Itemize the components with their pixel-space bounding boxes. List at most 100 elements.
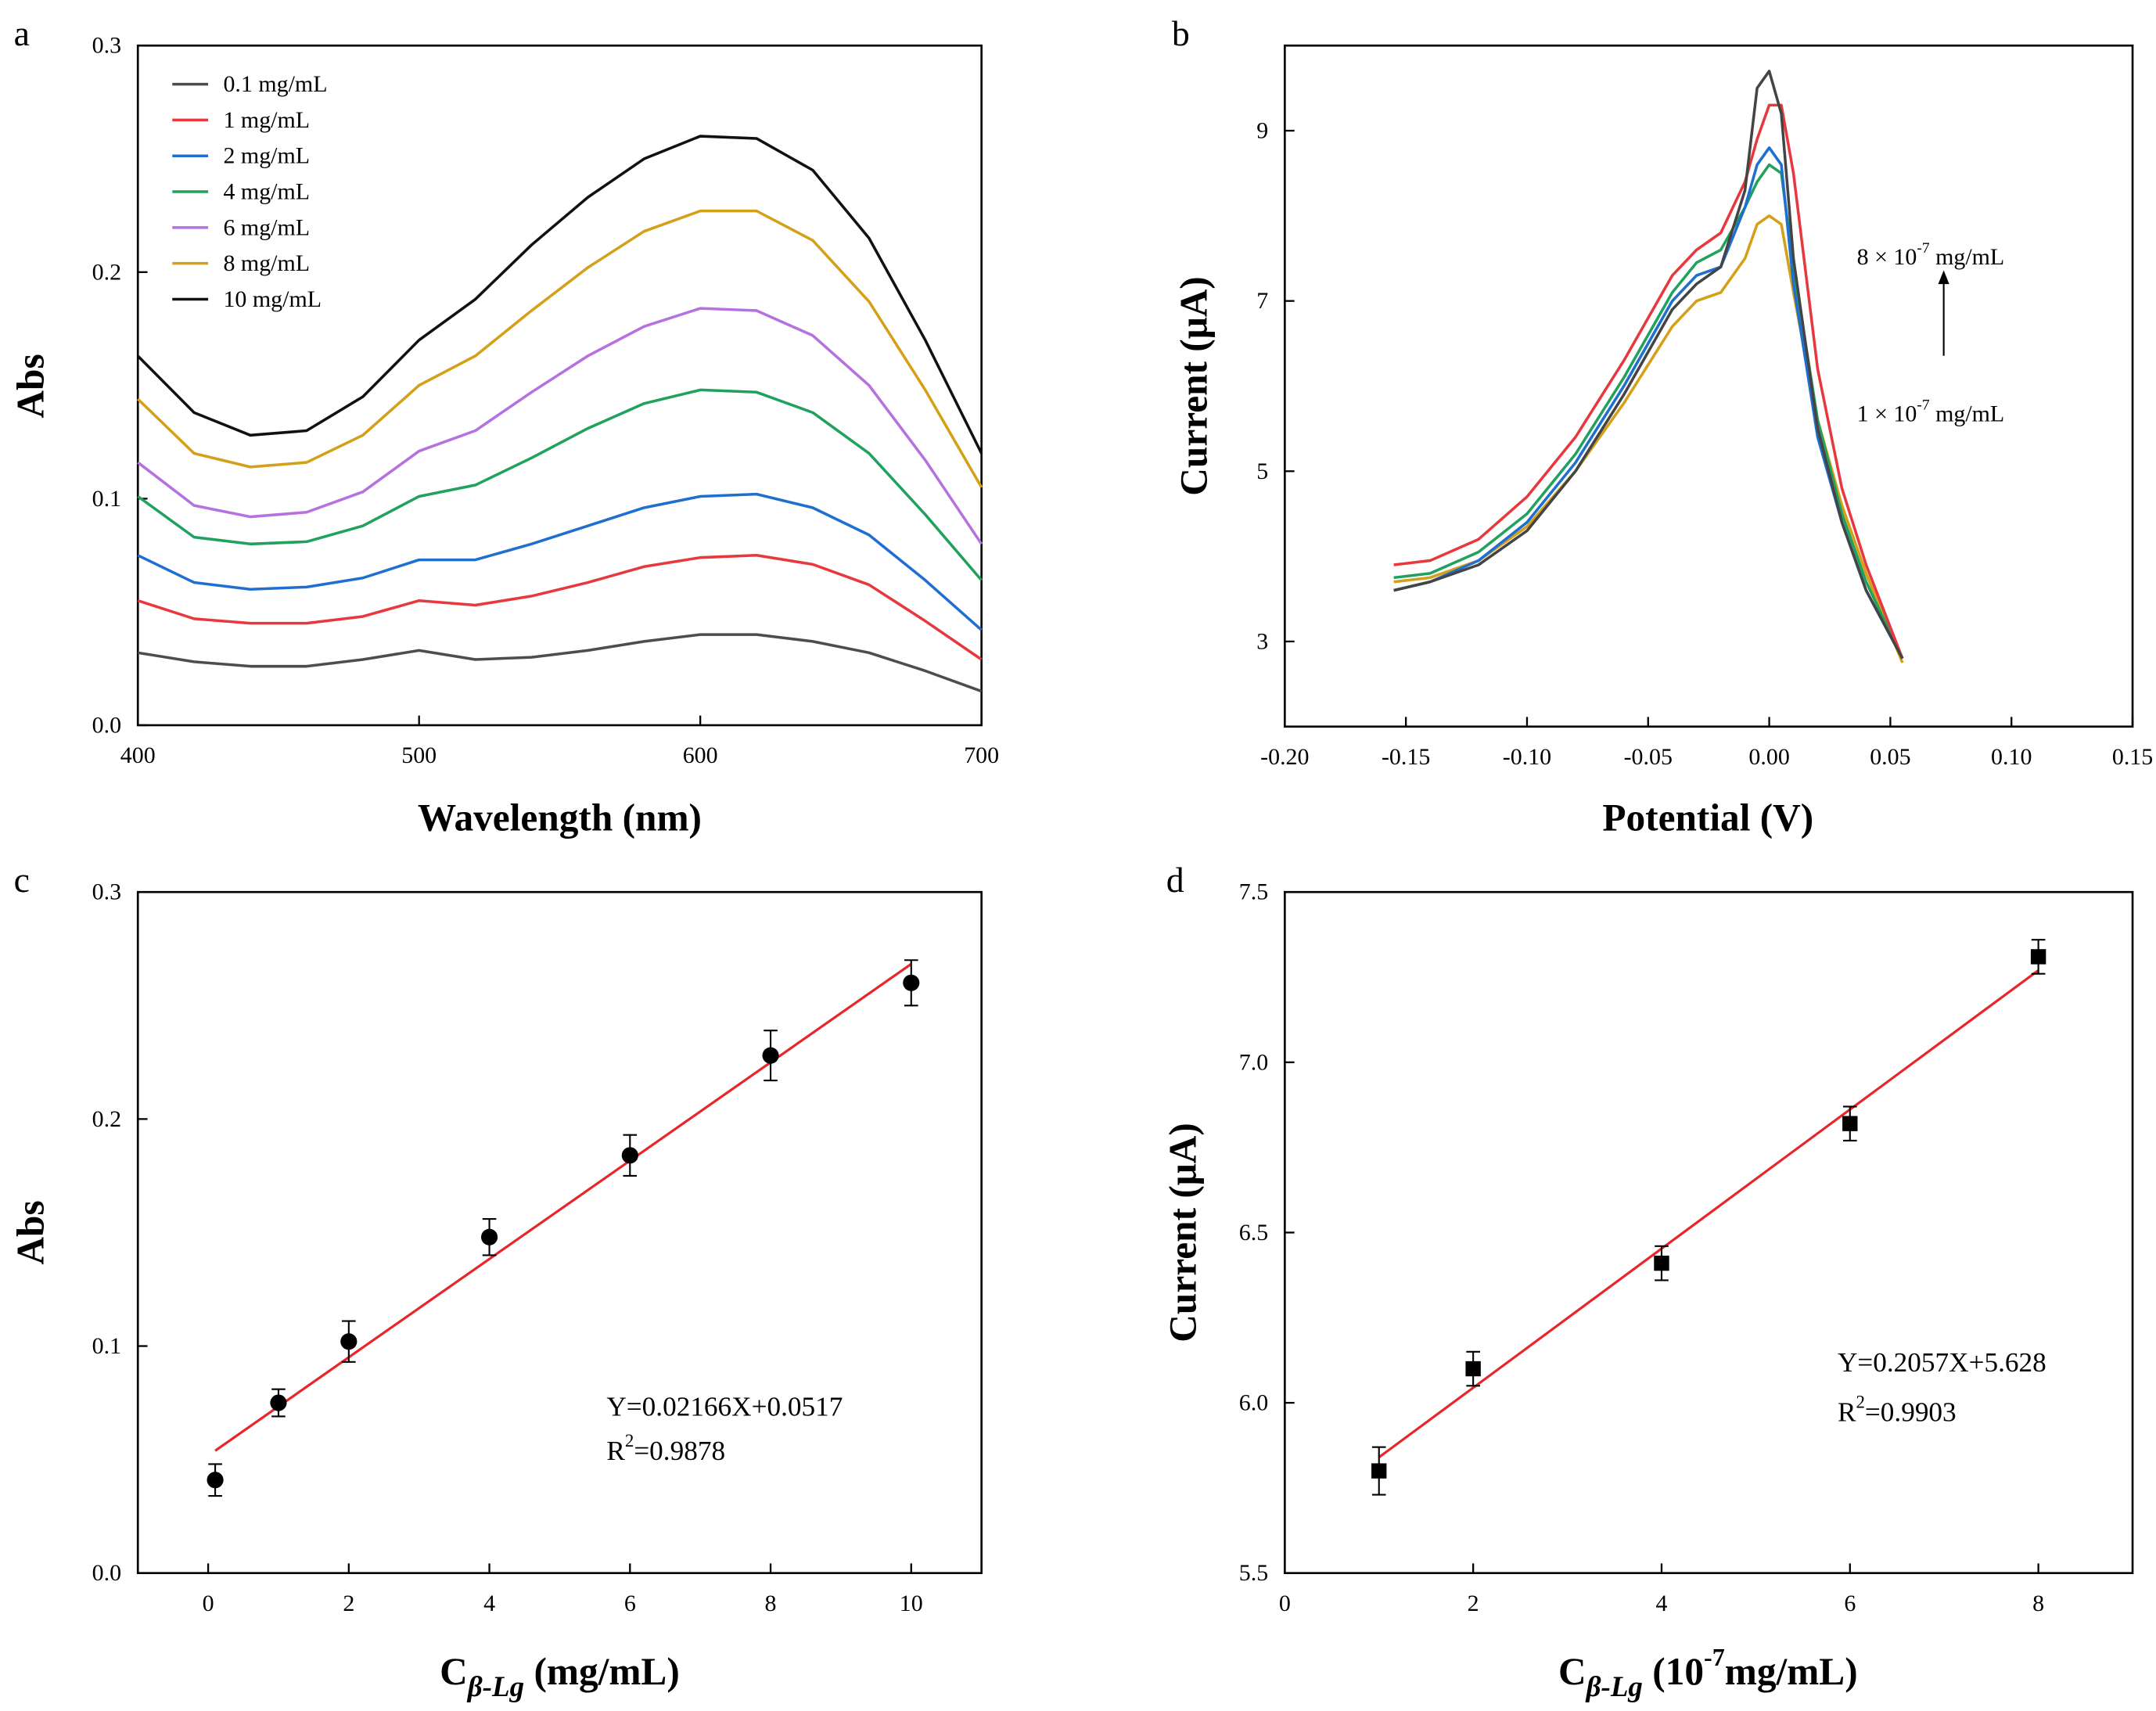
text-part: Y=0.2057X+5.628 xyxy=(1838,1347,2046,1378)
y-tick-label: 0.0 xyxy=(92,1560,121,1586)
panel: c 0 2 4 6 8 10 0.0 0.1 0.2 0.3 Abs Cβ-Lg (mg/mL) Y=0.… xyxy=(9,860,983,1703)
x-tick-label: 10 xyxy=(900,1591,923,1616)
y-tick-label: 5 xyxy=(1256,458,1268,484)
point xyxy=(1371,1463,1387,1479)
point xyxy=(903,974,920,991)
annotation: 8 × 10-7 mg/mL xyxy=(1857,240,2005,270)
x-tick-label: 600 xyxy=(683,742,718,768)
text-part: (10 xyxy=(1643,1649,1704,1692)
point xyxy=(207,1472,224,1489)
y-axis-label: Abs xyxy=(9,354,52,418)
y-tick-label: 0.0 xyxy=(92,712,121,738)
x-tick-label: 700 xyxy=(964,742,999,768)
annotation: Y=0.02166X+0.0517 xyxy=(606,1391,843,1422)
y-axis-label: Abs xyxy=(9,1200,52,1264)
x-tick-label: 6 xyxy=(1844,1591,1856,1616)
point xyxy=(270,1394,287,1411)
y-tick-label: 0.1 xyxy=(92,1333,121,1359)
text-part: =0.9903 xyxy=(1865,1396,1957,1427)
legend-label: 6 mg/mL xyxy=(223,214,310,240)
annotation: Y=0.2057X+5.628 xyxy=(1838,1347,2046,1378)
text-part: mg/mL xyxy=(1930,401,2005,426)
text-part: Y=0.02166X+0.0517 xyxy=(606,1391,843,1422)
text-part: C xyxy=(1558,1649,1586,1692)
y-tick-label: 0.3 xyxy=(92,879,121,905)
text-part: (mg/mL) xyxy=(524,1649,680,1692)
x-tick-label: 2 xyxy=(1468,1591,1479,1616)
x-tick-label: -0.20 xyxy=(1260,744,1309,770)
y-tick-label: 0.1 xyxy=(92,486,121,512)
text-part: mg/mL) xyxy=(1725,1649,1858,1692)
text-part: 2 xyxy=(625,1431,634,1450)
legend-label: 1 mg/mL xyxy=(223,107,310,133)
annotation: R2=0.9878 xyxy=(606,1431,725,1466)
plot-frame xyxy=(1284,44,2134,728)
panel: b -0.20 -0.15 -0.10 -0.05 0.00 0.05 0.10 0.15 3 5 7… xyxy=(1172,13,2153,839)
series-line xyxy=(137,554,983,661)
x-tick-label: 0.05 xyxy=(1870,744,1910,770)
point xyxy=(340,1333,358,1350)
annotation: 1 × 10-7 mg/mL xyxy=(1857,397,2005,427)
panel-label: d xyxy=(1166,860,1184,900)
y-tick-label: 6.5 xyxy=(1239,1220,1268,1246)
x-axis-label: Wavelength (nm) xyxy=(418,796,702,839)
point xyxy=(1842,1116,1858,1131)
x-tick-label: 0.15 xyxy=(2112,744,2153,770)
point xyxy=(762,1047,779,1064)
text-part: β-Lg xyxy=(1585,1671,1643,1703)
x-tick-label: 8 xyxy=(2032,1591,2044,1616)
text-part: mg/mL xyxy=(1930,243,2005,269)
y-tick-label: 6.0 xyxy=(1239,1390,1268,1416)
y-tick-label: 5.5 xyxy=(1239,1560,1268,1586)
x-tick-label: 6 xyxy=(624,1591,636,1616)
text-part: 2 xyxy=(1856,1393,1864,1412)
panel-label: b xyxy=(1172,13,1190,53)
x-axis-label: Cβ-Lg (10-7mg/mL) xyxy=(1558,1643,1858,1703)
series-line xyxy=(1393,146,1904,660)
x-tick-label: 4 xyxy=(483,1591,495,1616)
y-tick-label: 7.0 xyxy=(1239,1049,1268,1075)
panel-label: c xyxy=(14,860,30,900)
x-tick-label: 500 xyxy=(401,742,437,768)
x-tick-label: -0.10 xyxy=(1503,744,1551,770)
y-tick-label: 9 xyxy=(1256,118,1268,144)
panel: a 400 500 600 700 0.0 0.1 0.2 0.3 Abs Wavelength (… xyxy=(9,13,999,839)
fit-line xyxy=(214,962,912,1452)
text-part: C xyxy=(440,1649,468,1692)
x-tick-label: 8 xyxy=(765,1591,777,1616)
legend-label: 4 mg/mL xyxy=(223,179,310,205)
x-tick-label: 400 xyxy=(120,742,156,768)
text-part: 1 × 10 xyxy=(1857,401,1917,426)
series-line xyxy=(137,492,983,631)
y-tick-label: 7.5 xyxy=(1239,879,1268,905)
legend-label: 2 mg/mL xyxy=(223,143,310,169)
x-tick-label: 2 xyxy=(343,1591,354,1616)
series-line xyxy=(137,633,983,693)
point xyxy=(480,1228,498,1246)
text-part: R xyxy=(606,1435,625,1465)
fit-line xyxy=(1378,969,2039,1458)
series-line xyxy=(1393,70,1904,660)
series-line xyxy=(136,209,983,488)
legend-label: 8 mg/mL xyxy=(223,250,310,276)
text-part: 8 × 10 xyxy=(1857,243,1917,269)
legend-label: 0.1 mg/mL xyxy=(223,71,327,97)
y-axis-label: Current (μA) xyxy=(1173,276,1216,495)
series-line xyxy=(137,388,983,581)
x-tick-label: 4 xyxy=(1655,1591,1667,1616)
y-axis-label: Current (μA) xyxy=(1161,1123,1204,1342)
series-line xyxy=(136,135,983,455)
series-line xyxy=(1393,103,1904,660)
y-tick-label: 7 xyxy=(1256,288,1268,314)
x-tick-label: 0 xyxy=(203,1591,214,1616)
point xyxy=(1654,1255,1669,1271)
x-tick-label: 0.10 xyxy=(1991,744,2032,770)
text-part: -7 xyxy=(1917,240,1929,257)
series-line xyxy=(137,307,983,545)
text-part: =0.9878 xyxy=(634,1435,725,1465)
x-tick-label: -0.15 xyxy=(1382,744,1430,770)
x-tick-label: 0.00 xyxy=(1748,744,1789,770)
y-tick-label: 0.2 xyxy=(92,259,121,285)
